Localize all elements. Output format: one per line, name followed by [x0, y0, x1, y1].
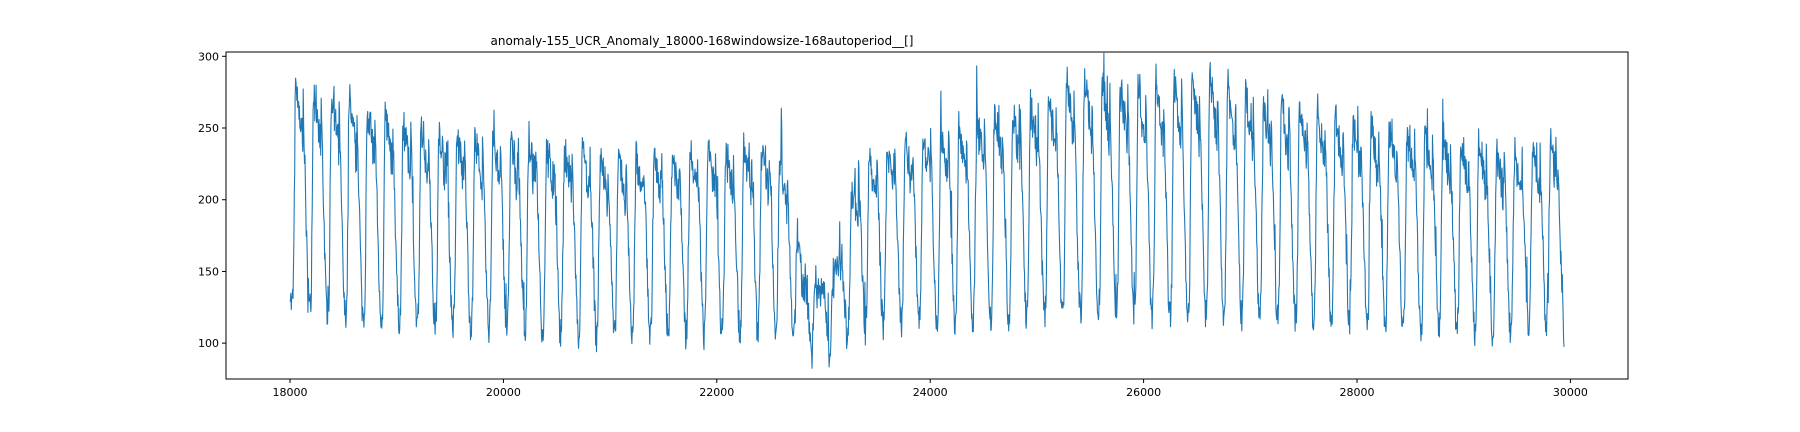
y-tick-label: 300: [198, 50, 219, 63]
x-tick-label: 18000: [273, 386, 308, 399]
chart-title: anomaly-155_UCR_Anomaly_18000-168windows…: [491, 34, 914, 48]
x-tick-label: 26000: [1126, 386, 1161, 399]
x-tick-label: 22000: [699, 386, 734, 399]
y-tick-label: 100: [198, 337, 219, 350]
axes-layer: 18000 20000 22000 24000 26000 28000 30000 100 15…: [198, 50, 1588, 399]
x-tick-label: 30000: [1553, 386, 1588, 399]
y-tick-label: 200: [198, 194, 219, 207]
x-tick-label: 20000: [486, 386, 521, 399]
series-line: [289, 52, 1565, 369]
plot-frame: [225, 51, 1629, 380]
y-tick-label: 250: [198, 122, 219, 135]
plot-data-layer: [289, 52, 1565, 369]
x-tick-label: 24000: [913, 386, 948, 399]
x-tick-label: 28000: [1339, 386, 1374, 399]
y-tick-label: 150: [198, 265, 219, 278]
